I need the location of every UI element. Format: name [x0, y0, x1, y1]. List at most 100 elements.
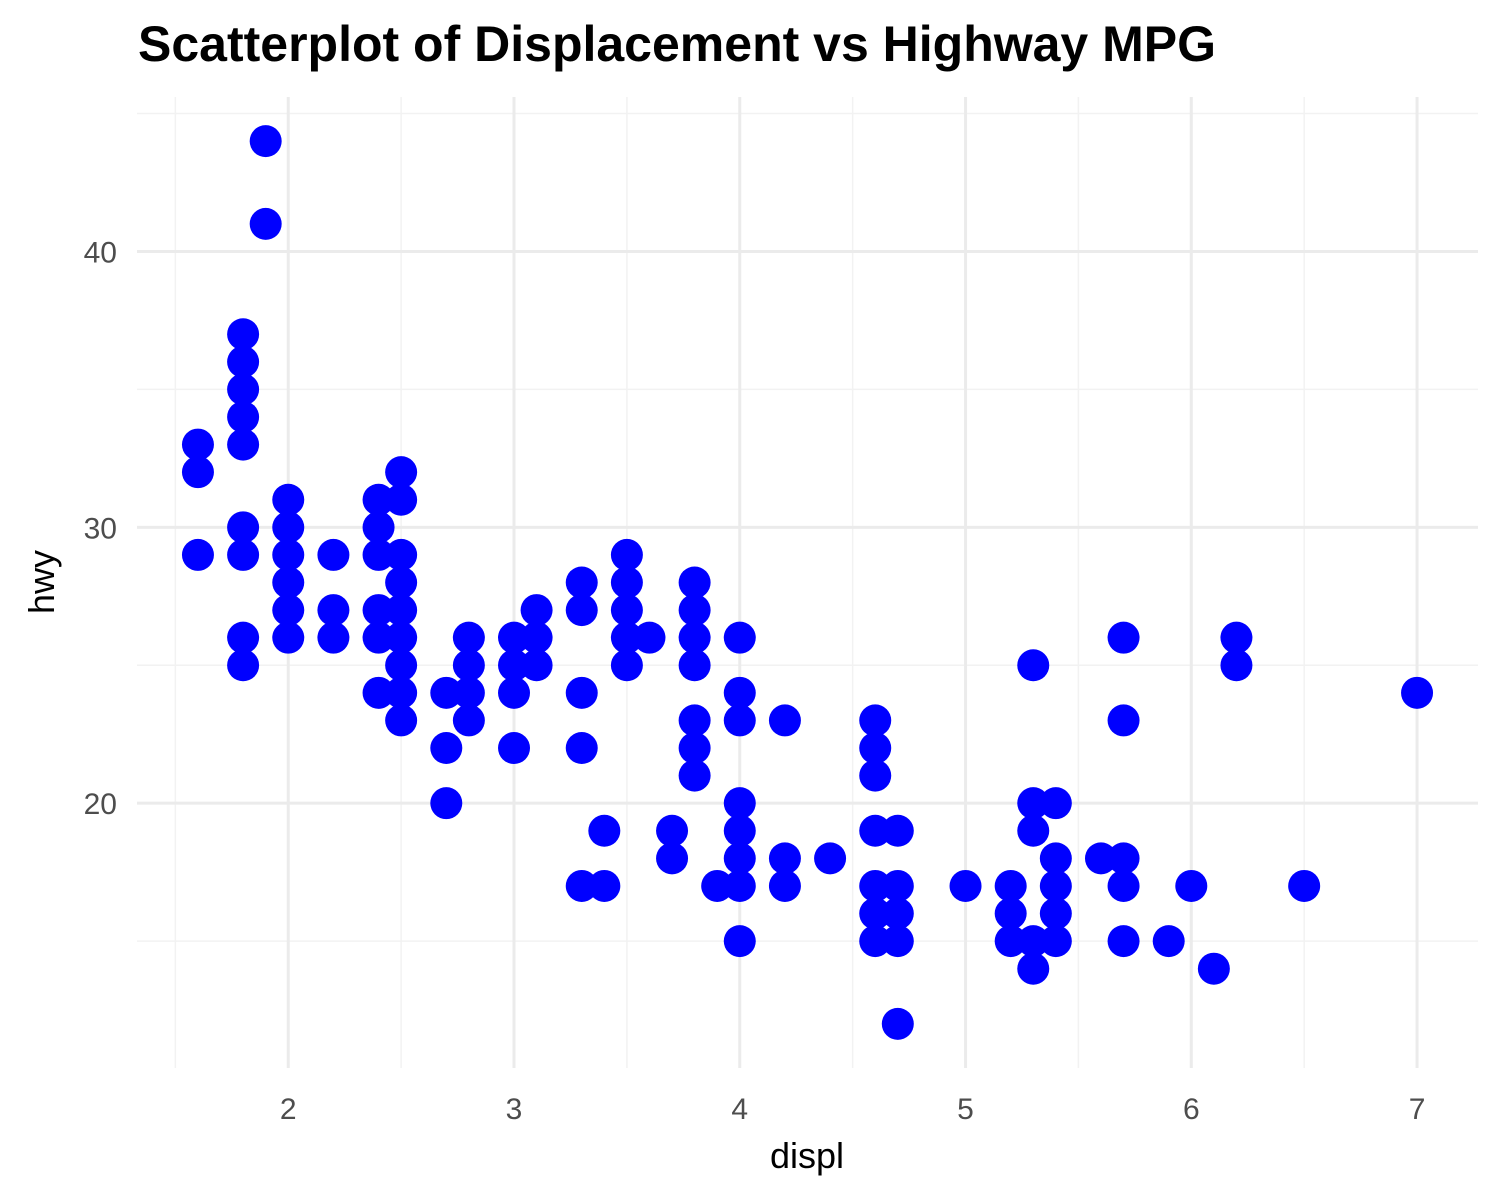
- data-point: [768, 842, 801, 875]
- data-point: [678, 732, 711, 765]
- data-point: [881, 925, 914, 958]
- data-point: [249, 207, 282, 240]
- data-point: [881, 897, 914, 930]
- data-point: [656, 842, 689, 875]
- data-point: [610, 538, 643, 571]
- data-point: [227, 621, 260, 654]
- chart-title: Scatterplot of Displacement vs Highway M…: [138, 16, 1217, 72]
- data-point: [181, 456, 214, 489]
- data-point: [1152, 925, 1185, 958]
- data-point: [678, 649, 711, 682]
- data-point: [610, 649, 643, 682]
- data-point: [317, 621, 350, 654]
- x-tick-label: 5: [957, 1093, 974, 1126]
- data-point: [520, 649, 553, 682]
- data-point: [723, 787, 756, 820]
- data-point: [588, 814, 621, 847]
- data-point: [768, 704, 801, 737]
- data-point: [272, 538, 305, 571]
- y-tick-label: 20: [84, 788, 117, 821]
- data-point: [701, 869, 734, 902]
- data-point: [949, 869, 982, 902]
- data-point: [994, 869, 1027, 902]
- data-point: [1017, 952, 1050, 985]
- data-point: [1220, 621, 1253, 654]
- data-point: [723, 704, 756, 737]
- data-point: [1107, 869, 1140, 902]
- data-point: [181, 538, 214, 571]
- data-point: [385, 676, 418, 709]
- data-point: [994, 897, 1027, 930]
- y-axis-title: hwy: [21, 550, 62, 614]
- data-point: [1107, 704, 1140, 737]
- data-point: [723, 869, 756, 902]
- data-point: [1084, 842, 1117, 875]
- data-point: [723, 621, 756, 654]
- y-tick-label: 30: [84, 512, 117, 545]
- data-point: [362, 621, 395, 654]
- data-point: [678, 759, 711, 792]
- data-point: [430, 732, 463, 765]
- data-point: [430, 787, 463, 820]
- data-point: [498, 649, 531, 682]
- data-point: [1017, 814, 1050, 847]
- data-point: [385, 456, 418, 489]
- x-tick-label: 2: [280, 1093, 297, 1126]
- data-point: [272, 594, 305, 627]
- grid-lines: [137, 97, 1478, 1068]
- data-point: [1039, 925, 1072, 958]
- data-point: [385, 483, 418, 516]
- data-point: [430, 676, 463, 709]
- data-point: [881, 869, 914, 902]
- data-point: [227, 538, 260, 571]
- data-point: [498, 676, 531, 709]
- data-point: [610, 594, 643, 627]
- data-point: [1288, 869, 1321, 902]
- data-point: [678, 566, 711, 599]
- data-point: [565, 594, 598, 627]
- data-point: [272, 483, 305, 516]
- data-point: [565, 676, 598, 709]
- data-point: [859, 897, 892, 930]
- data-point: [227, 373, 260, 406]
- data-point: [881, 814, 914, 847]
- data-point: [1039, 787, 1072, 820]
- data-point: [498, 732, 531, 765]
- data-point: [227, 511, 260, 544]
- data-point: [1220, 649, 1253, 682]
- data-point: [1107, 925, 1140, 958]
- data-point: [227, 318, 260, 351]
- data-point: [385, 621, 418, 654]
- data-point: [768, 869, 801, 902]
- data-point: [588, 869, 621, 902]
- data-point: [881, 1007, 914, 1040]
- data-point: [385, 566, 418, 599]
- data-point: [678, 594, 711, 627]
- data-point: [723, 842, 756, 875]
- data-point: [565, 566, 598, 599]
- data-point: [565, 732, 598, 765]
- data-point: [385, 538, 418, 571]
- data-point: [520, 594, 553, 627]
- data-point: [317, 594, 350, 627]
- data-point: [362, 594, 395, 627]
- tick-labels: 2 3 4 5 6 7 20 30 40: [84, 236, 1426, 1126]
- data-point: [272, 621, 305, 654]
- data-point: [385, 649, 418, 682]
- data-point: [1039, 842, 1072, 875]
- data-point: [272, 566, 305, 599]
- data-point: [1107, 621, 1140, 654]
- data-point: [565, 869, 598, 902]
- data-point: [859, 925, 892, 958]
- data-point: [498, 621, 531, 654]
- data-point: [227, 428, 260, 461]
- data-point: [249, 125, 282, 158]
- data-points: [181, 125, 1434, 1040]
- data-point: [656, 814, 689, 847]
- data-point: [181, 428, 214, 461]
- data-point: [227, 345, 260, 378]
- data-point: [1017, 925, 1050, 958]
- data-point: [678, 621, 711, 654]
- y-tick-label: 40: [84, 236, 117, 269]
